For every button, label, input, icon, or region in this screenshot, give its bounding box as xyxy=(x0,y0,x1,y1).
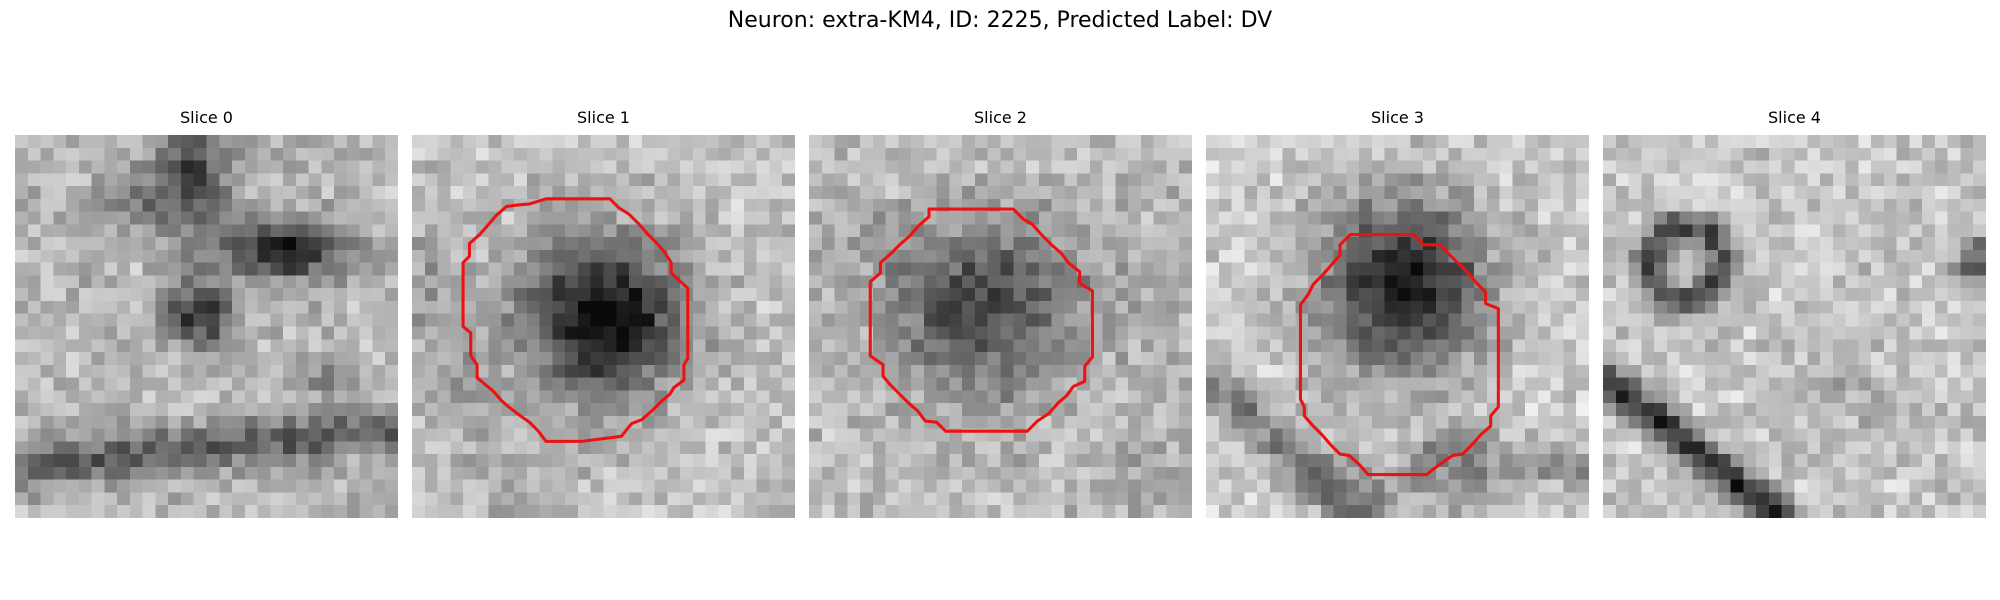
microscopy-image xyxy=(1603,135,1986,518)
panel-title: Slice 4 xyxy=(1768,108,1821,127)
microscopy-image xyxy=(1206,135,1589,518)
neuron-contour-outline xyxy=(1298,233,1500,477)
neuron-contour-outline xyxy=(868,207,1094,433)
panel-title: Slice 0 xyxy=(180,108,233,127)
microscopy-image xyxy=(412,135,795,518)
panel-title: Slice 2 xyxy=(974,108,1027,127)
figure-title: Neuron: extra-KM4, ID: 2225, Predicted L… xyxy=(727,8,1273,33)
microscopy-image xyxy=(15,135,398,518)
panel-title: Slice 1 xyxy=(577,108,630,127)
neuron-contour-outline xyxy=(461,197,690,443)
panel-title: Slice 3 xyxy=(1371,108,1424,127)
microscopy-image xyxy=(809,135,1192,518)
